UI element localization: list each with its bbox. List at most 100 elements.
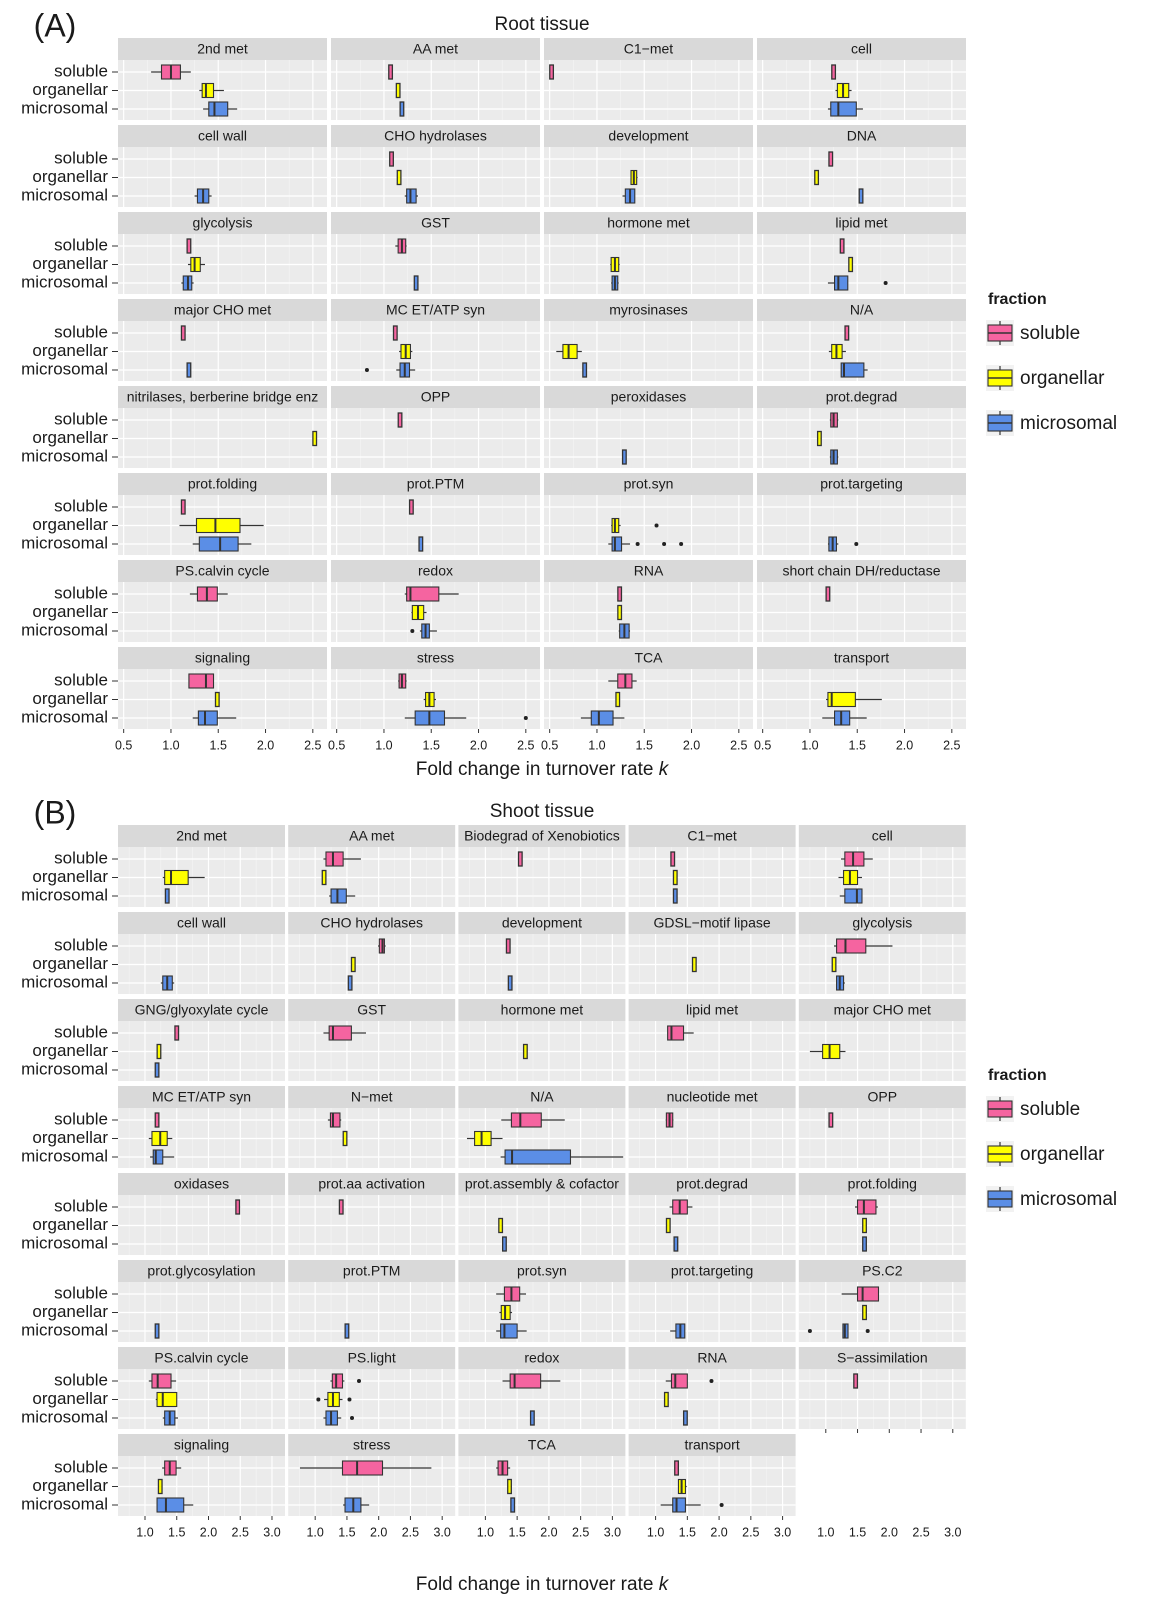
facet-title: prot.syn [624, 476, 674, 492]
box [186, 238, 192, 254]
box [672, 888, 678, 904]
x-tick-label: 2.0 [540, 1525, 557, 1539]
box [341, 1460, 384, 1476]
box [590, 710, 614, 726]
box [350, 956, 356, 973]
y-tick-label: microsomal [21, 1233, 108, 1252]
facet-title: TCA [528, 1437, 557, 1453]
facet-title: cell [851, 41, 872, 57]
box [507, 1478, 512, 1495]
facet-title: DNA [847, 128, 877, 144]
y-tick-label: organellar [32, 341, 108, 360]
facet-strip [757, 473, 966, 495]
facet-title: prot.folding [188, 476, 257, 492]
box [197, 710, 218, 726]
facet-title: OPP [421, 389, 451, 405]
facet-title: CHO hydrolases [384, 128, 487, 144]
legend-label: soluble [1020, 323, 1080, 344]
box [180, 325, 186, 341]
y-tick-label: organellar [32, 954, 108, 973]
y-tick-label: organellar [32, 867, 108, 886]
facet-strip [544, 299, 753, 321]
facet-strip [458, 1173, 626, 1195]
facet-strip [628, 999, 796, 1021]
facet-title: prot.assembly & cofactor [465, 1176, 619, 1192]
x-axis-title-text: Fold change in turnover rate [416, 759, 659, 780]
facet-strip [798, 1086, 966, 1108]
facet-title: S−assimilation [837, 1350, 928, 1366]
y-tick-label: soluble [54, 848, 108, 867]
x-axis-title-var: k [659, 1574, 670, 1595]
box [517, 851, 523, 867]
box [325, 851, 344, 867]
facet-strip [757, 299, 966, 321]
facet-title: AA met [413, 41, 458, 57]
facet-strip [628, 1086, 796, 1108]
box [342, 1130, 348, 1147]
x-tick-label: 1.0 [136, 1525, 153, 1539]
x-tick-label: 1.5 [636, 738, 653, 752]
outlier [679, 542, 684, 546]
box [152, 1149, 164, 1165]
box [529, 1410, 535, 1426]
y-tick-label: organellar [32, 428, 108, 447]
facet-title: C1−met [687, 828, 737, 844]
facet-strip [798, 825, 966, 847]
facet-title: development [608, 128, 688, 144]
facet-title: prot.PTM [407, 476, 465, 492]
x-tick-label: 2.0 [200, 1525, 217, 1539]
legend-label: organellar [1020, 1144, 1105, 1165]
x-tick-label: 3.0 [263, 1525, 280, 1539]
x-tick-label: 1.5 [210, 738, 227, 752]
box [164, 869, 189, 886]
box [498, 1217, 504, 1234]
x-tick-label: 2.5 [517, 738, 534, 752]
x-axis-title: Fold change in turnover rate k [416, 1574, 670, 1595]
facet-strip [118, 212, 327, 234]
y-tick-label: microsomal [21, 1494, 108, 1513]
box [328, 1025, 352, 1041]
facet-strip [798, 999, 966, 1021]
facet-title: lipid met [686, 1002, 738, 1018]
facet-strip [757, 38, 966, 60]
facet-strip [288, 1347, 456, 1369]
chart-title: Shoot tissue [490, 801, 595, 822]
outlier [316, 1397, 321, 1402]
facet-title: nucleotide met [667, 1089, 758, 1105]
box [828, 151, 834, 167]
facet-strip [331, 386, 540, 408]
panel-label: (B) [34, 794, 77, 830]
facet-strip [757, 386, 966, 408]
y-tick-label: microsomal [21, 1407, 108, 1426]
box [825, 586, 831, 602]
x-axis-title-var: k [659, 759, 670, 780]
box [500, 1323, 518, 1339]
y-tick-label: soluble [54, 935, 108, 954]
facet-strip [288, 1260, 456, 1282]
box [617, 604, 623, 621]
box [822, 1043, 841, 1060]
facet-title: AA met [349, 828, 394, 844]
facet-strip [118, 1347, 285, 1369]
facet-strip [628, 912, 796, 934]
box [674, 1460, 679, 1476]
facet-strip [118, 1173, 285, 1195]
facet-strip [628, 1173, 796, 1195]
y-tick-label: soluble [54, 583, 108, 602]
box [611, 536, 623, 552]
facet-strip [544, 212, 753, 234]
facet-title: GDSL−motif lipase [654, 915, 771, 931]
facet-strip [628, 825, 796, 847]
facet-title: prot.targeting [671, 1263, 754, 1279]
facet-strip [331, 38, 540, 60]
facet-title: signaling [174, 1437, 229, 1453]
facet-title: development [502, 915, 582, 931]
y-tick-label: organellar [32, 1128, 108, 1147]
facet-strip [458, 999, 626, 1021]
facet-title: redox [524, 1350, 559, 1366]
y-tick-label: microsomal [21, 272, 108, 291]
outlier [883, 281, 888, 285]
box [691, 956, 697, 973]
facet-strip [544, 560, 753, 582]
outlier [709, 1379, 714, 1383]
